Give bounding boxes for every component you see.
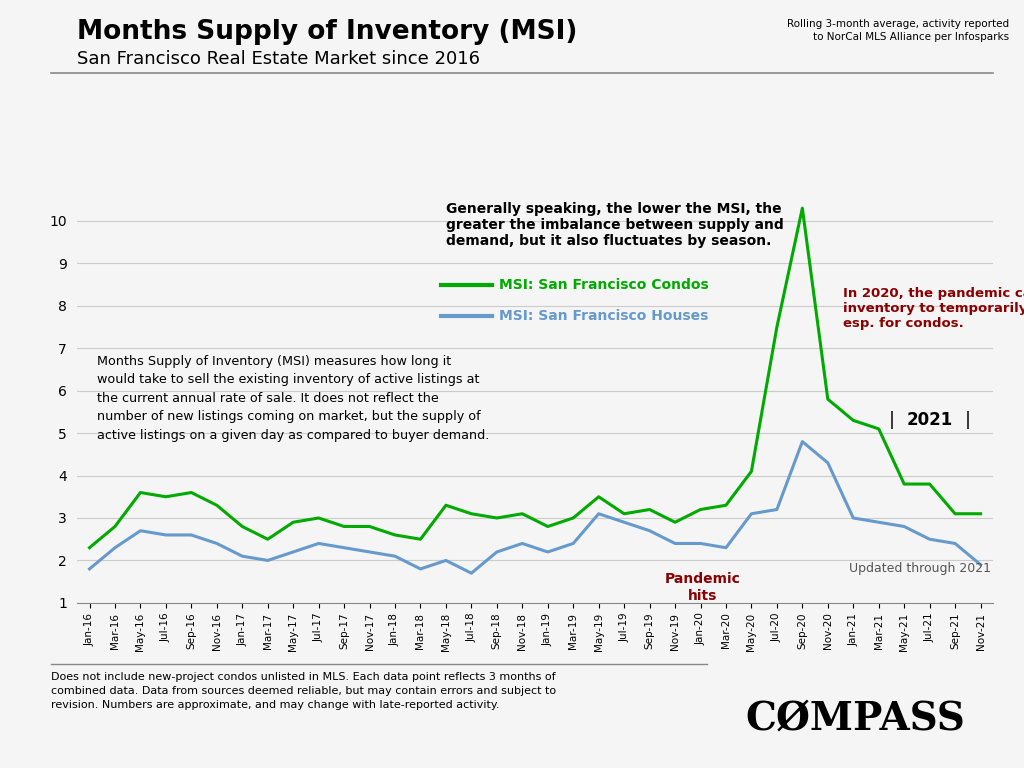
Text: |: |	[889, 412, 894, 429]
Text: Generally speaking, the lower the MSI, the
greater the imbalance between supply : Generally speaking, the lower the MSI, t…	[445, 202, 783, 248]
Text: In 2020, the pandemic caused
inventory to temporarily soar,
esp. for condos.: In 2020, the pandemic caused inventory t…	[843, 286, 1024, 329]
Text: Rolling 3-month average, activity reported
to NorCal MLS Alliance per Infosparks: Rolling 3-month average, activity report…	[786, 19, 1009, 42]
Text: San Francisco Real Estate Market since 2016: San Francisco Real Estate Market since 2…	[77, 50, 480, 68]
Text: Months Supply of Inventory (MSI) measures how long it
would take to sell the exi: Months Supply of Inventory (MSI) measure…	[97, 355, 489, 442]
Text: CØMPASS: CØMPASS	[745, 699, 965, 737]
Text: |: |	[965, 412, 971, 429]
Text: 2021: 2021	[906, 412, 952, 429]
Text: Updated through 2021: Updated through 2021	[849, 562, 991, 575]
Text: MSI: San Francisco Houses: MSI: San Francisco Houses	[500, 310, 709, 323]
Text: MSI: San Francisco Condos: MSI: San Francisco Condos	[500, 277, 710, 292]
Text: Months Supply of Inventory (MSI): Months Supply of Inventory (MSI)	[77, 19, 578, 45]
Text: Pandemic
hits: Pandemic hits	[666, 572, 741, 603]
Text: Does not include new-project condos unlisted in MLS. Each data point reflects 3 : Does not include new-project condos unli…	[51, 672, 556, 710]
